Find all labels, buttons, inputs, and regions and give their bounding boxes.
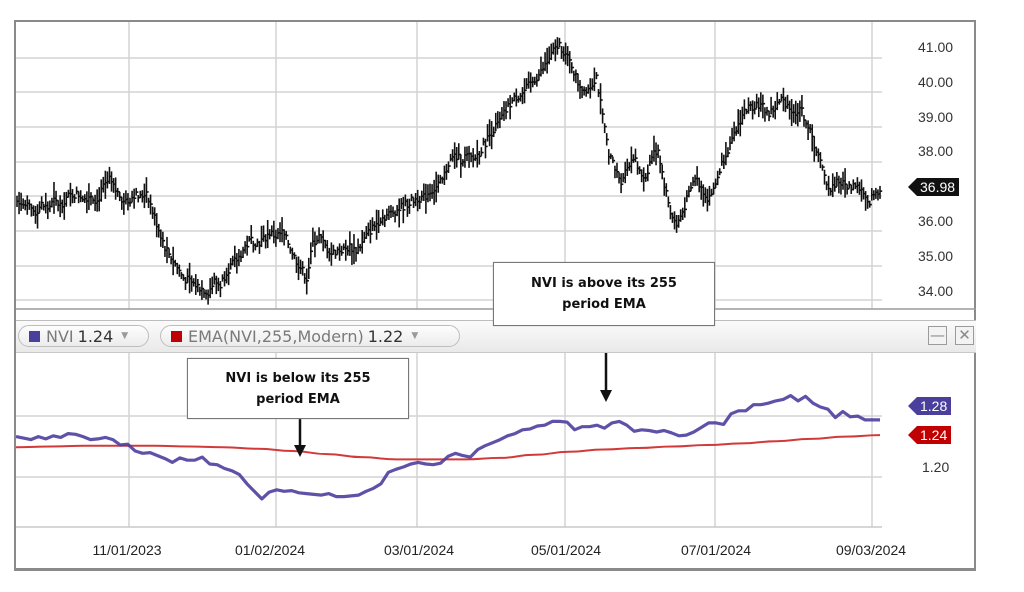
price-tick: 41.00 xyxy=(918,39,954,55)
price-tick: 36.00 xyxy=(918,213,954,229)
nvi-value-badge: 1.28 xyxy=(907,397,952,415)
price-tick: 35.00 xyxy=(918,248,954,264)
date-tick: 09/03/2024 xyxy=(835,542,907,558)
price-tick: 39.00 xyxy=(918,109,954,125)
annotation-arrow-below xyxy=(294,419,306,457)
price-bars xyxy=(16,37,883,305)
close-pane-button[interactable]: ✕ xyxy=(955,326,974,345)
minimize-icon: — xyxy=(930,326,945,344)
gridlines xyxy=(16,22,882,527)
chevron-down-icon[interactable]: ▼ xyxy=(411,331,419,341)
nvi-legend-pill[interactable]: NVI 1.24 ▼ xyxy=(18,325,149,347)
minimize-pane-button[interactable]: — xyxy=(928,326,947,345)
ema-legend-name: EMA(NVI,255,Modern) xyxy=(188,326,364,346)
ema-color-swatch xyxy=(171,330,182,342)
nvi-legend-name: NVI xyxy=(46,326,74,346)
ema-value-badge: 1.24 xyxy=(907,426,952,444)
date-tick: 03/01/2024 xyxy=(383,542,455,558)
annotation-below-ema: NVI is below its 255 period EMA xyxy=(187,358,409,419)
date-tick: 11/01/2023 xyxy=(92,542,162,558)
nvi-color-swatch xyxy=(29,330,40,342)
ema-legend-pill[interactable]: EMA(NVI,255,Modern) 1.22 ▼ xyxy=(160,325,460,347)
ema-legend-value: 1.22 xyxy=(367,326,404,346)
date-tick: 07/01/2024 xyxy=(680,542,752,558)
close-icon: ✕ xyxy=(958,326,971,344)
annotation-above-ema: NVI is above its 255 period EMA xyxy=(493,262,715,326)
annotation-above-line2: period EMA xyxy=(562,297,646,312)
indicator-tick: 1.20 xyxy=(922,459,950,475)
price-tick: 40.00 xyxy=(918,74,954,90)
annotation-below-line2: period EMA xyxy=(256,391,340,407)
date-tick: 01/02/2024 xyxy=(234,542,306,558)
annotation-above-line1: NVI is above its 255 xyxy=(531,276,677,291)
nvi-line xyxy=(15,394,880,501)
date-tick: 05/01/2024 xyxy=(530,542,602,558)
price-tick: 34.00 xyxy=(918,283,954,299)
price-tick: 38.00 xyxy=(918,143,954,159)
nvi-legend-value: 1.24 xyxy=(77,326,114,346)
ema-line xyxy=(15,434,881,461)
chevron-down-icon[interactable]: ▼ xyxy=(121,331,129,341)
annotation-below-line1: NVI is below its 255 xyxy=(225,370,371,386)
last-price-badge: 36.98 xyxy=(907,178,960,196)
